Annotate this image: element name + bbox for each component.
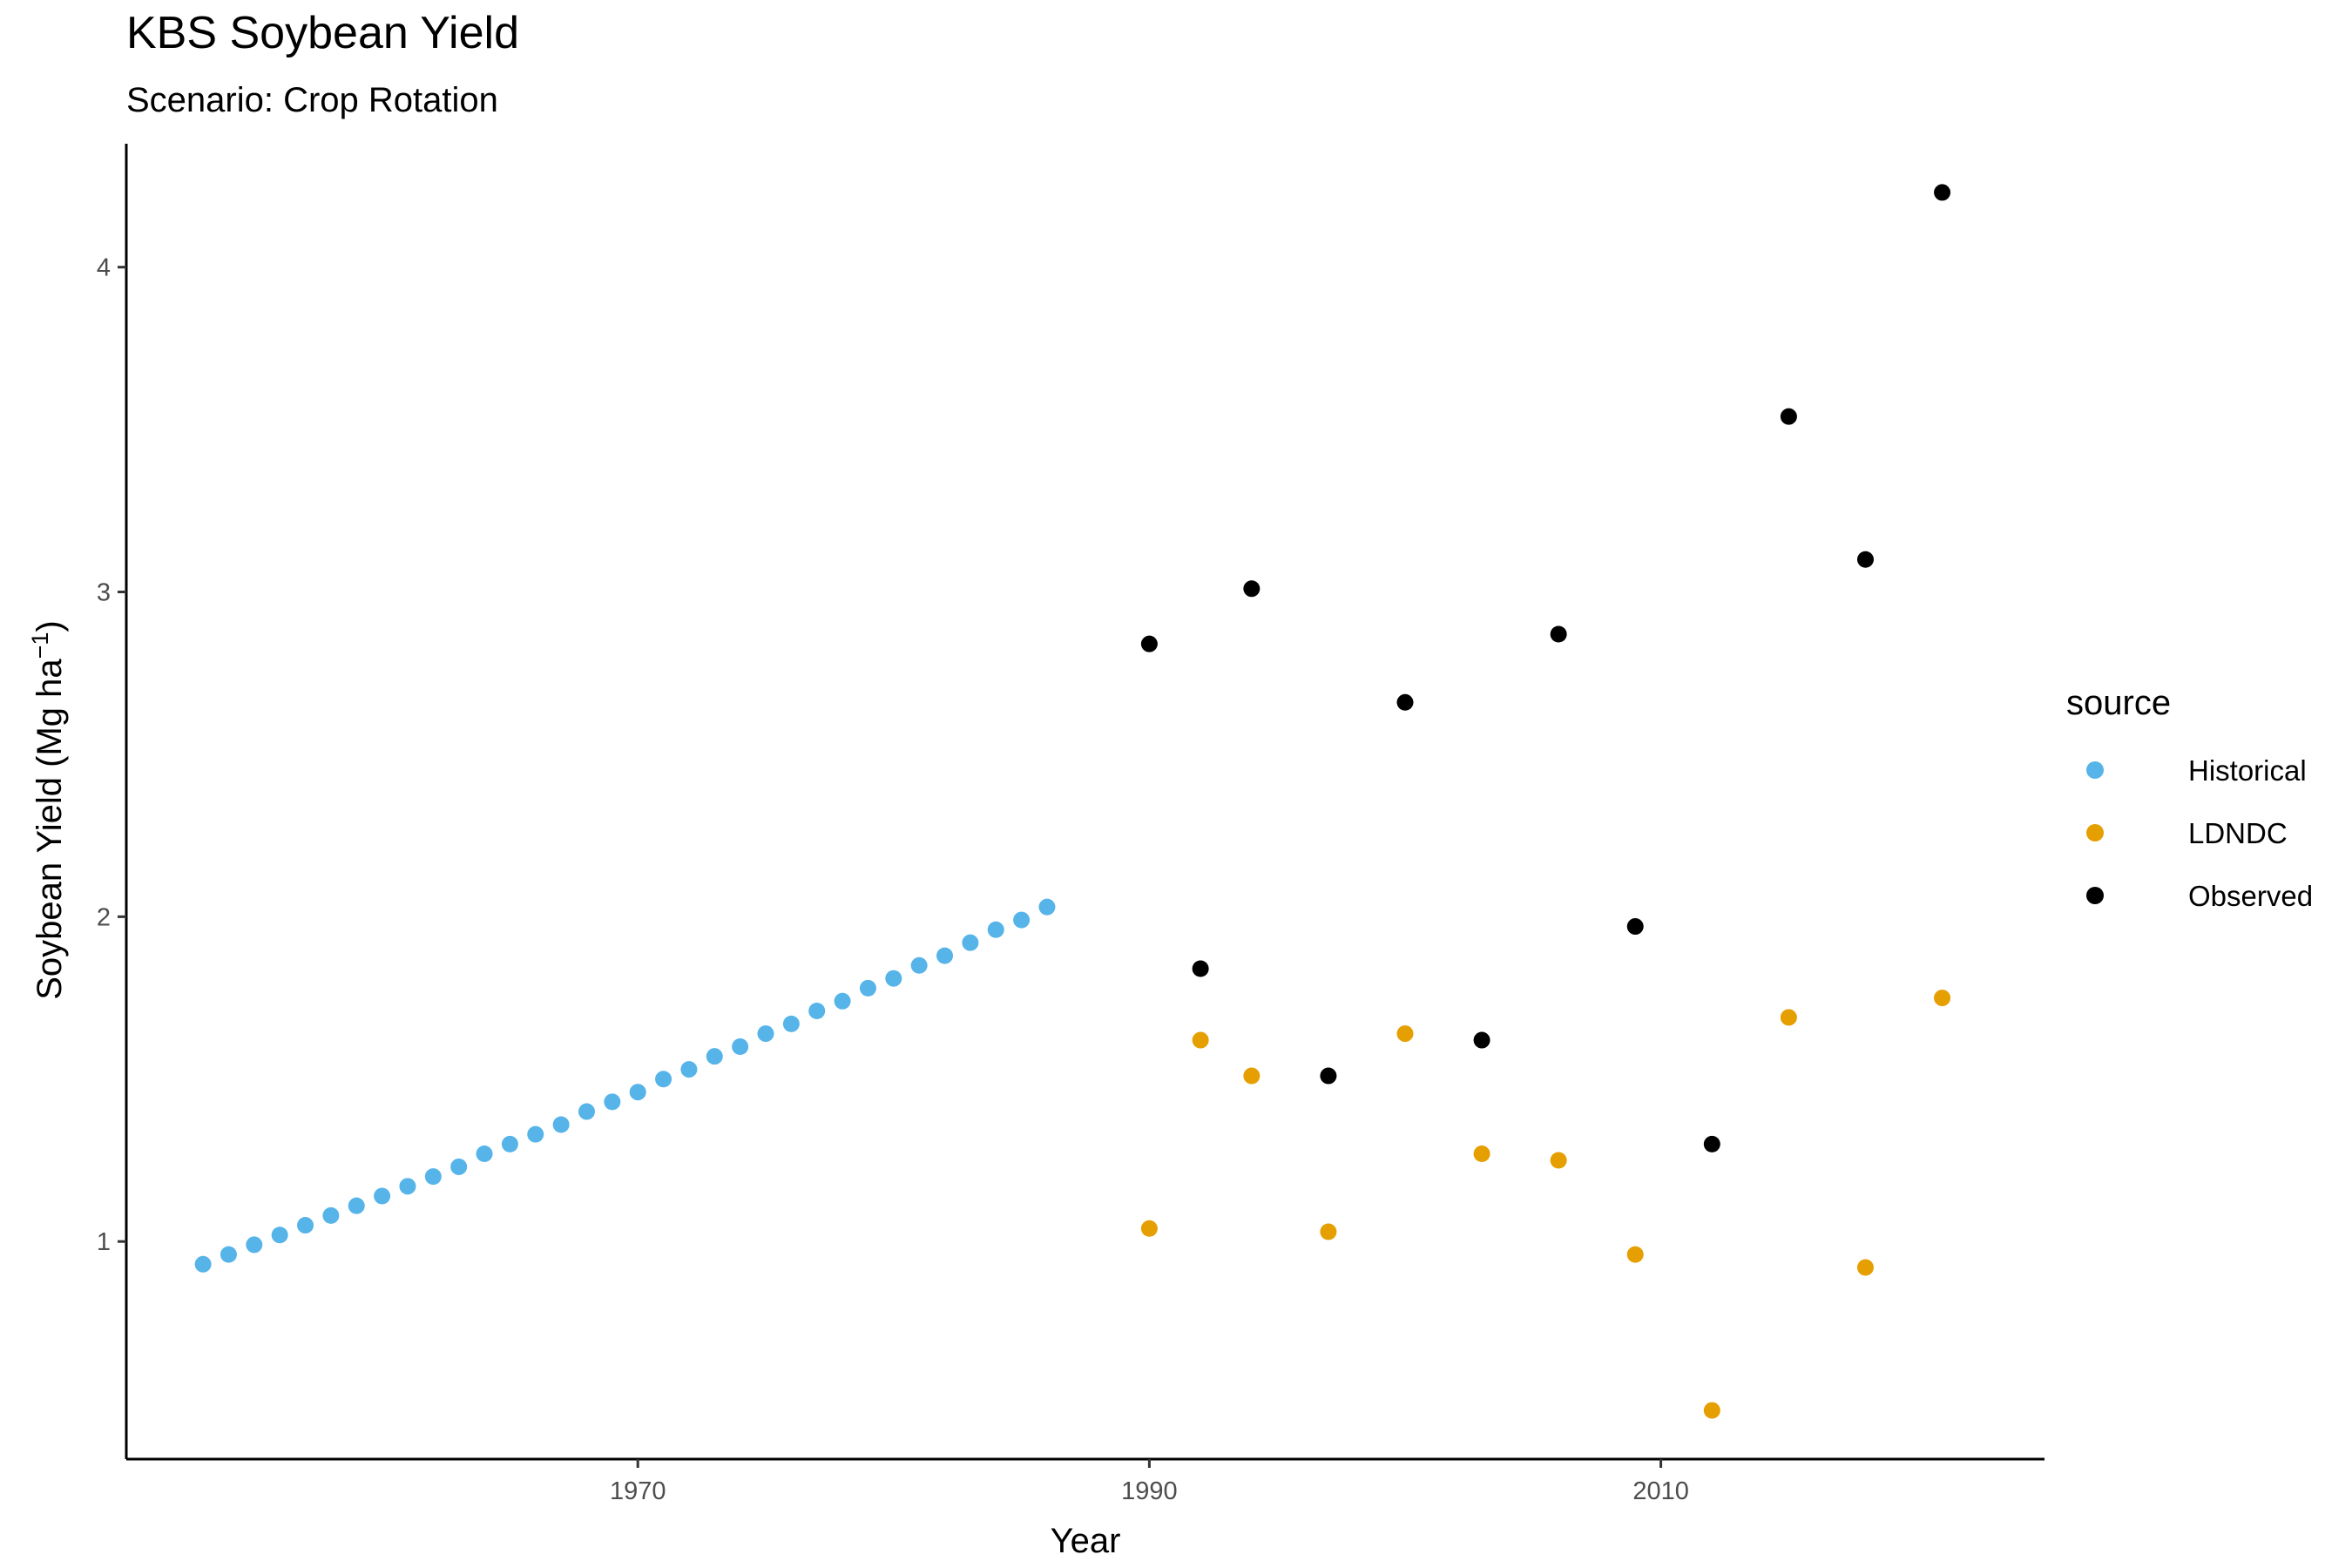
y-tick-label: 1 xyxy=(97,1228,111,1256)
point-ldndc xyxy=(1856,1259,1874,1276)
y-tick-label: 4 xyxy=(97,254,111,282)
y-axis-title-text: Soybean Yield (Mg ha xyxy=(30,659,69,1000)
data-points xyxy=(194,184,1951,1419)
point-ldndc xyxy=(1243,1067,1260,1085)
point-ldndc xyxy=(1934,990,1951,1007)
point-observed xyxy=(1192,960,1209,977)
point-historical xyxy=(271,1227,288,1244)
x-tick-label: 1990 xyxy=(1121,1477,1178,1505)
point-observed xyxy=(1934,184,1951,201)
point-historical xyxy=(194,1255,212,1273)
legend-key-historical xyxy=(2086,761,2104,779)
point-historical xyxy=(706,1048,723,1065)
x-axis-ticks: 1970 1990 2010 xyxy=(610,1459,1689,1505)
point-historical xyxy=(322,1206,340,1224)
y-axis-title-close: ) xyxy=(30,620,69,632)
point-ldndc xyxy=(1192,1031,1209,1049)
y-tick-label: 2 xyxy=(97,903,111,931)
point-historical xyxy=(910,956,928,974)
point-observed xyxy=(1856,551,1874,568)
point-historical xyxy=(424,1168,442,1186)
point-historical xyxy=(527,1125,544,1143)
point-historical xyxy=(246,1236,263,1254)
point-ldndc xyxy=(1396,1025,1414,1043)
point-observed xyxy=(1703,1135,1720,1152)
y-axis-title: Soybean Yield (Mg ha−1) xyxy=(27,620,69,1000)
point-historical xyxy=(501,1135,518,1152)
x-tick-label: 1970 xyxy=(610,1477,666,1505)
point-ldndc xyxy=(1703,1402,1720,1419)
point-historical xyxy=(757,1025,774,1043)
point-observed xyxy=(1140,635,1158,652)
point-observed xyxy=(1780,408,1797,425)
point-historical xyxy=(629,1084,646,1101)
point-historical xyxy=(476,1146,493,1163)
point-ldndc xyxy=(1320,1223,1337,1240)
legend-key-observed xyxy=(2086,887,2104,904)
point-ldndc xyxy=(1473,1146,1490,1163)
point-historical xyxy=(732,1037,749,1055)
y-tick-label: 3 xyxy=(97,579,111,607)
point-observed xyxy=(1473,1031,1490,1049)
chart-subtitle: Scenario: Crop Rotation xyxy=(126,81,498,119)
point-historical xyxy=(987,921,1004,938)
point-historical xyxy=(578,1103,595,1120)
x-tick-label: 2010 xyxy=(1632,1477,1689,1505)
x-axis-title: Year xyxy=(1051,1522,1121,1560)
point-ldndc xyxy=(1626,1246,1644,1263)
point-historical xyxy=(680,1061,698,1078)
point-ldndc xyxy=(1140,1220,1158,1237)
legend-title: source xyxy=(2066,684,2171,722)
legend-label-ldndc: LDNDC xyxy=(2188,817,2288,849)
point-historical xyxy=(936,947,954,964)
point-historical xyxy=(348,1197,365,1214)
point-ldndc xyxy=(1550,1152,1567,1169)
point-historical xyxy=(399,1178,416,1195)
point-historical xyxy=(1013,911,1031,929)
point-historical xyxy=(552,1116,570,1133)
legend-key-ldndc xyxy=(2086,824,2104,841)
point-historical xyxy=(962,934,979,951)
point-historical xyxy=(808,1002,826,1019)
chart-title: KBS Soybean Yield xyxy=(126,8,519,58)
point-historical xyxy=(655,1071,672,1088)
legend-items: Historical LDNDC Observed xyxy=(2086,754,2313,912)
point-observed xyxy=(1243,580,1260,598)
point-ldndc xyxy=(1780,1009,1797,1026)
point-historical xyxy=(374,1187,391,1205)
point-observed xyxy=(1550,625,1567,643)
point-historical xyxy=(450,1158,468,1175)
y-axis-title-superscript: −1 xyxy=(27,632,53,659)
point-observed xyxy=(1626,918,1644,936)
point-historical xyxy=(1038,898,1056,916)
point-historical xyxy=(859,979,876,997)
point-observed xyxy=(1320,1067,1337,1085)
point-historical xyxy=(834,992,851,1010)
point-historical xyxy=(885,970,902,987)
point-historical xyxy=(297,1217,314,1234)
point-historical xyxy=(220,1246,237,1263)
point-historical xyxy=(604,1093,621,1111)
legend: source Historical LDNDC Observed xyxy=(2066,684,2313,912)
y-axis-ticks: 1 2 3 4 xyxy=(97,254,126,1256)
legend-label-observed: Observed xyxy=(2188,880,2313,912)
point-observed xyxy=(1396,693,1414,711)
point-historical xyxy=(782,1015,800,1032)
legend-label-historical: Historical xyxy=(2188,754,2307,787)
